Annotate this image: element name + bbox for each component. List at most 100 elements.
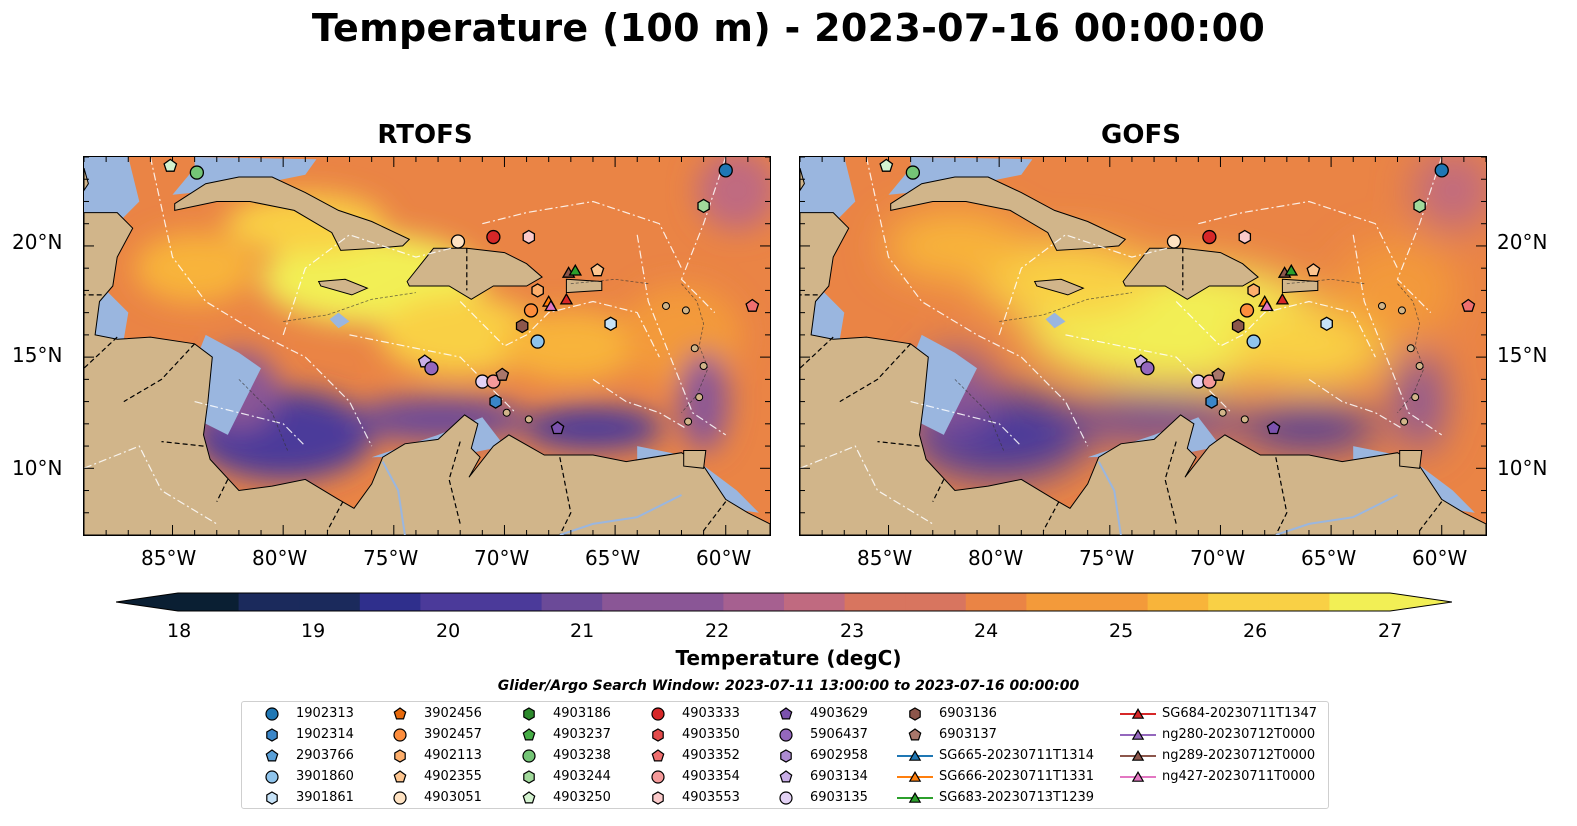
legend-label: SG665-20230711T1314 — [939, 748, 1095, 763]
legend-label: ng280-20230712T0000 — [1162, 727, 1316, 742]
legend-marker — [651, 749, 665, 762]
lon-tick-label: 75°W — [1079, 546, 1135, 570]
legend-label: 5906437 — [810, 727, 868, 742]
lat-tick-label: 15°N — [12, 343, 63, 367]
legend-label: 4903354 — [682, 769, 740, 784]
lon-tick-label: 60°W — [1412, 546, 1468, 570]
legend-marker — [897, 750, 933, 761]
float-marker-4902113 — [1247, 283, 1260, 298]
legend-marker — [779, 707, 793, 720]
float-marker-4903250 — [879, 158, 894, 172]
lat-tick-label: 10°N — [12, 456, 63, 480]
float-marker-4903238 — [905, 165, 921, 180]
lon-tick-label: 60°W — [696, 546, 752, 570]
float-marker-SG683-20230713T1239 — [568, 263, 583, 276]
float-marker-4903354 — [486, 374, 501, 389]
float-marker-3901861 — [1320, 316, 1333, 332]
legend-label: 6903134 — [810, 769, 868, 784]
legend-label: 2903766 — [296, 748, 354, 763]
float-marker-SG684-20230711T1347 — [559, 292, 574, 305]
panel-title-gofs: GOFS — [1101, 120, 1181, 150]
colorbar-tick-label: 27 — [1378, 620, 1403, 642]
legend-marker — [1120, 771, 1156, 782]
float-marker-4903354 — [1202, 374, 1217, 389]
float-marker-SG683-20230713T1239 — [1284, 263, 1299, 276]
legend-marker — [651, 770, 665, 784]
float-marker-SG684-20230711T1347 — [1275, 292, 1290, 305]
lon-tick-label: 65°W — [585, 546, 641, 570]
legend: 1902313 1902314 2903766 3901860 3901861 39024… — [241, 701, 1329, 809]
legend-marker — [1120, 729, 1156, 740]
legend-marker — [780, 749, 792, 763]
colorbar-tick-label: 26 — [1243, 620, 1268, 642]
legend-marker — [265, 749, 279, 762]
legend-marker — [908, 728, 922, 741]
legend-label: 4902113 — [424, 748, 482, 763]
legend-label: 4903238 — [553, 748, 611, 763]
lat-tick-label: 10°N — [1497, 456, 1548, 480]
float-marker-4903553 — [522, 229, 536, 245]
legend-label: SG684-20230711T1347 — [1162, 706, 1318, 721]
lon-tick-label: 75°W — [363, 546, 419, 570]
legend-label: 4903350 — [682, 727, 740, 742]
legend-label: 4903250 — [553, 790, 611, 805]
legend-label: SG683-20230713T1239 — [939, 790, 1095, 805]
float-marker-3902457 — [523, 303, 539, 318]
legend-label: 4903051 — [424, 790, 482, 805]
lon-tick-label: 80°W — [968, 546, 1024, 570]
float-marker-5906437 — [424, 361, 439, 376]
float-marker-ng427-20230711T0000 — [544, 299, 558, 312]
float-marker-4903553 — [1238, 229, 1252, 245]
lon-tick-label: 70°W — [474, 546, 530, 570]
map-panel-gofs — [799, 156, 1487, 536]
legend-marker — [909, 707, 921, 721]
float-marker-4903051 — [450, 234, 466, 249]
float-marker-6903137 — [1211, 367, 1226, 381]
legend-marker — [1120, 708, 1156, 719]
legend-marker — [779, 728, 793, 742]
legend-label: 6903137 — [939, 727, 997, 742]
colorbar-label: Temperature (degC) — [675, 646, 902, 670]
legend-marker — [522, 749, 536, 763]
map-svg — [84, 157, 770, 535]
colorbar-tick-label: 19 — [301, 620, 326, 642]
legend-marker — [393, 728, 407, 742]
search-window-text: Glider/Argo Search Window: 2023-07-11 13… — [497, 678, 1080, 694]
lat-tick-label: 20°N — [1497, 230, 1548, 254]
legend-marker — [897, 771, 933, 782]
legend-label: ng289-20230712T0000 — [1162, 748, 1316, 763]
float-marker-4903333 — [1202, 229, 1217, 245]
legend-marker — [652, 728, 664, 742]
float-marker-4903051 — [1166, 234, 1182, 249]
legend-marker — [652, 791, 664, 805]
float-marker-4902355 — [1306, 263, 1321, 277]
colorbar — [116, 592, 1452, 612]
legend-label: 3902457 — [424, 727, 482, 742]
legend-label: 4903186 — [553, 706, 611, 721]
float-marker-4903244 — [697, 198, 710, 214]
legend-marker — [779, 791, 793, 805]
legend-marker — [394, 749, 406, 763]
legend-marker — [1120, 750, 1156, 761]
lon-tick-label: 80°W — [252, 546, 308, 570]
float-marker-4902113 — [531, 283, 544, 298]
legend-label: 4903333 — [682, 706, 740, 721]
float-marker-5906437 — [1140, 361, 1155, 376]
float-marker-ng427-20230711T0000 — [1260, 299, 1274, 312]
colorbar-tick-label: 23 — [840, 620, 865, 642]
legend-marker — [651, 707, 665, 721]
legend-label: 1902314 — [296, 727, 354, 742]
float-marker-3901860 — [1246, 334, 1261, 349]
colorbar-tick-label: 18 — [167, 620, 192, 642]
legend-label: 4903244 — [553, 769, 611, 784]
colorbar-tick-label: 25 — [1109, 620, 1134, 642]
legend-label: 6903136 — [939, 706, 997, 721]
legend-marker — [522, 791, 536, 804]
float-marker-4903250 — [163, 158, 178, 172]
float-marker-1902314 — [1205, 394, 1218, 409]
float-marker-4903629 — [1266, 420, 1281, 435]
float-marker-4903352 — [1461, 298, 1476, 312]
legend-marker — [266, 728, 278, 742]
float-marker-6903137 — [495, 367, 510, 381]
legend-label: SG666-20230711T1331 — [939, 769, 1095, 784]
